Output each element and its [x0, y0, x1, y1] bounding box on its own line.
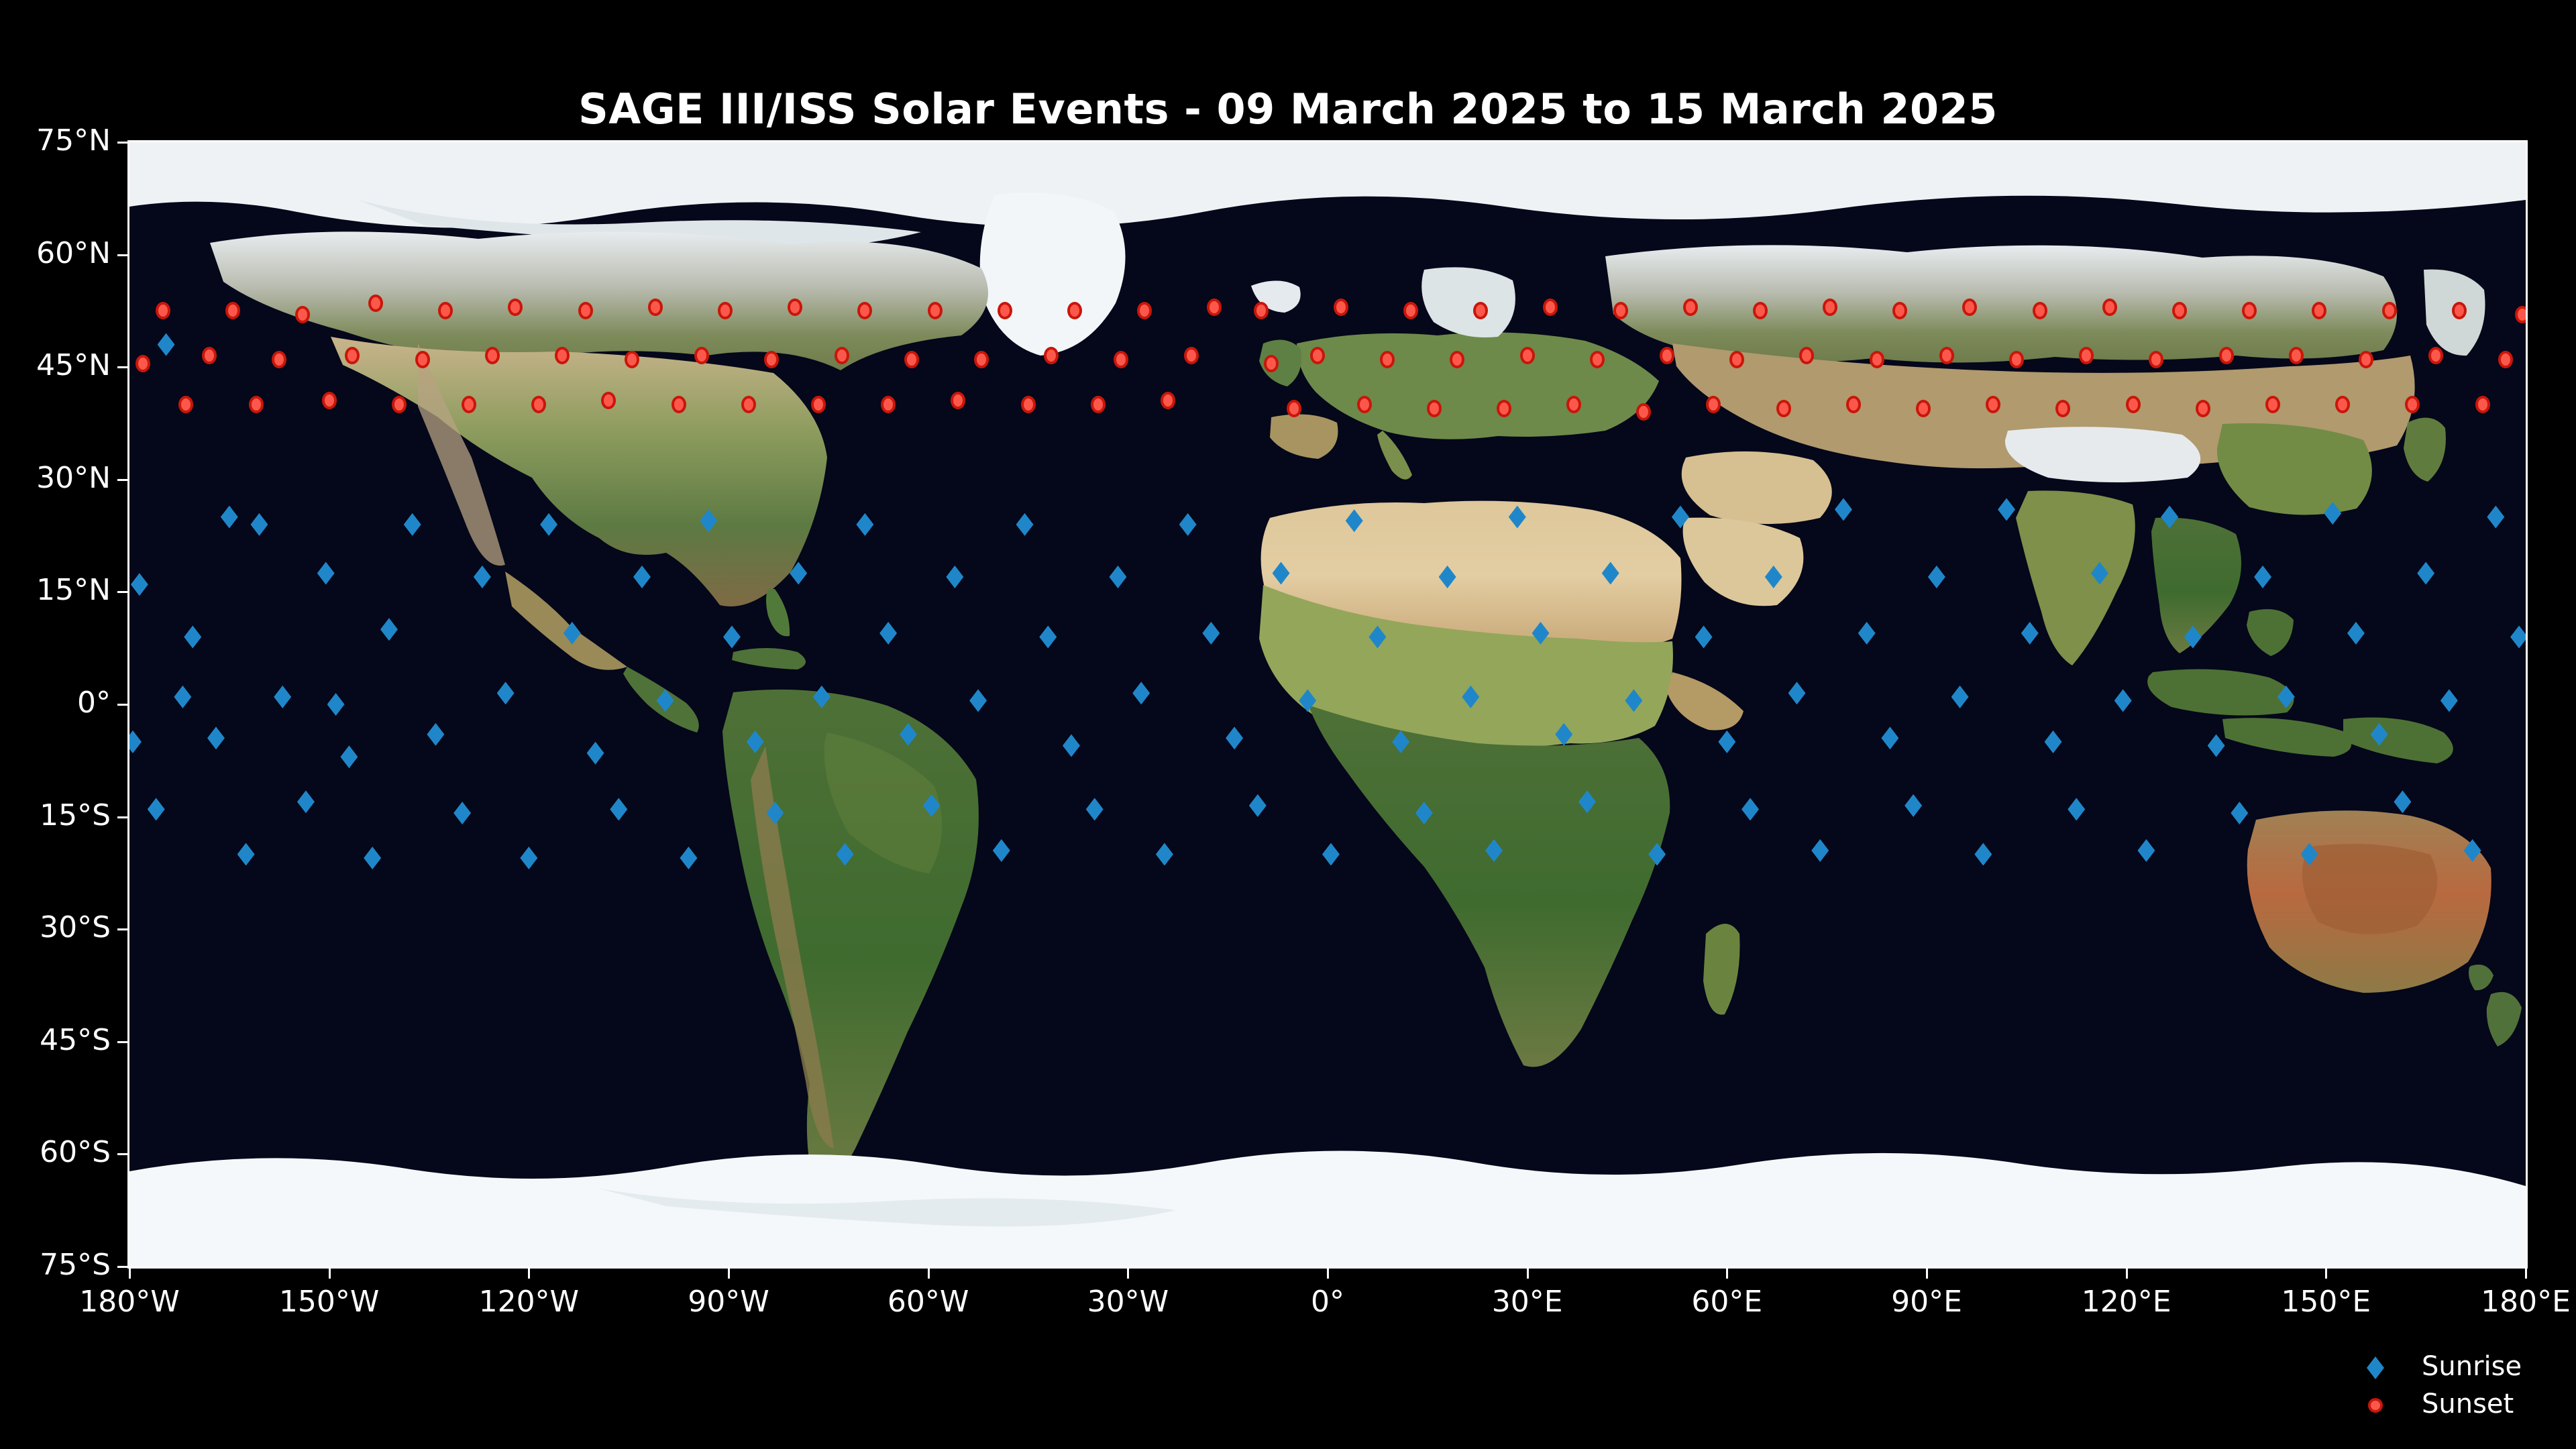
asia — [1605, 245, 2485, 665]
x-tick — [728, 1267, 730, 1279]
legend-label-sunset: Sunset — [2422, 1389, 2514, 1419]
x-tick-label: 0° — [1311, 1285, 1344, 1319]
y-tick-label: 75°N — [36, 123, 111, 158]
y-tick — [117, 928, 129, 931]
x-tick-label: 180°E — [2481, 1285, 2571, 1319]
y-tick — [117, 1040, 129, 1043]
x-tick — [1526, 1267, 1529, 1279]
legend-item-sunset[interactable]: Sunset — [2348, 1387, 2576, 1419]
y-tick-label: 45°N — [36, 348, 111, 383]
x-tick — [1926, 1267, 1928, 1279]
y-tick — [117, 816, 129, 818]
x-tick — [328, 1267, 331, 1279]
y-tick-label: 60°S — [40, 1135, 111, 1170]
x-tick — [1327, 1267, 1329, 1279]
y-tick — [117, 1266, 129, 1268]
x-tick-label: 90°W — [688, 1285, 769, 1319]
legend: Sunrise Sunset — [2348, 1350, 2576, 1430]
legend-item-sunrise[interactable]: Sunrise — [2348, 1350, 2576, 1382]
x-tick — [528, 1267, 531, 1279]
greenland — [979, 193, 1126, 356]
y-tick — [117, 478, 129, 481]
x-tick — [1726, 1267, 1729, 1279]
world-basemap — [129, 142, 2526, 1267]
arctic-icecap — [129, 142, 2526, 250]
x-tick-label: 180°W — [79, 1285, 180, 1319]
y-tick-label: 30°N — [36, 460, 111, 495]
y-tick — [117, 704, 129, 706]
x-tick — [1127, 1267, 1130, 1279]
y-tick-label: 60°N — [36, 235, 111, 270]
north-america — [210, 231, 988, 733]
x-tick-label: 120°E — [2081, 1285, 2171, 1319]
x-tick-label: 60°W — [887, 1285, 969, 1319]
diamond-marker-icon — [2367, 1356, 2384, 1379]
x-tick-label: 90°E — [1891, 1285, 1962, 1319]
circle-marker-icon — [2368, 1398, 2383, 1413]
y-tick-label: 15°S — [40, 798, 111, 833]
y-tick — [117, 1153, 129, 1156]
map-plot-area[interactable] — [129, 142, 2526, 1267]
x-tick — [129, 1267, 131, 1279]
x-tick-label: 30°W — [1087, 1285, 1169, 1319]
y-tick-label: 75°S — [40, 1248, 111, 1282]
y-tick — [117, 591, 129, 594]
y-tick-label: 0° — [77, 686, 111, 720]
x-tick-label: 60°E — [1691, 1285, 1763, 1319]
y-tick-label: 45°S — [40, 1022, 111, 1057]
antarctica — [129, 1150, 2526, 1267]
y-tick — [117, 366, 129, 369]
x-tick — [2125, 1267, 2128, 1279]
x-tick-label: 150°E — [2281, 1285, 2371, 1319]
x-tick-label: 150°W — [278, 1285, 380, 1319]
x-tick — [927, 1267, 930, 1279]
legend-label-sunrise: Sunrise — [2422, 1351, 2522, 1382]
chart-title: SAGE III/ISS Solar Events - 09 March 202… — [578, 85, 1998, 133]
x-tick — [2525, 1267, 2527, 1279]
y-tick — [117, 142, 129, 144]
y-tick — [117, 254, 129, 256]
y-tick-label: 30°S — [40, 910, 111, 945]
x-tick-label: 30°E — [1491, 1285, 1563, 1319]
x-tick — [2325, 1267, 2328, 1279]
south-america — [722, 689, 979, 1181]
y-tick-label: 15°N — [36, 573, 111, 608]
x-tick-label: 120°W — [478, 1285, 580, 1319]
